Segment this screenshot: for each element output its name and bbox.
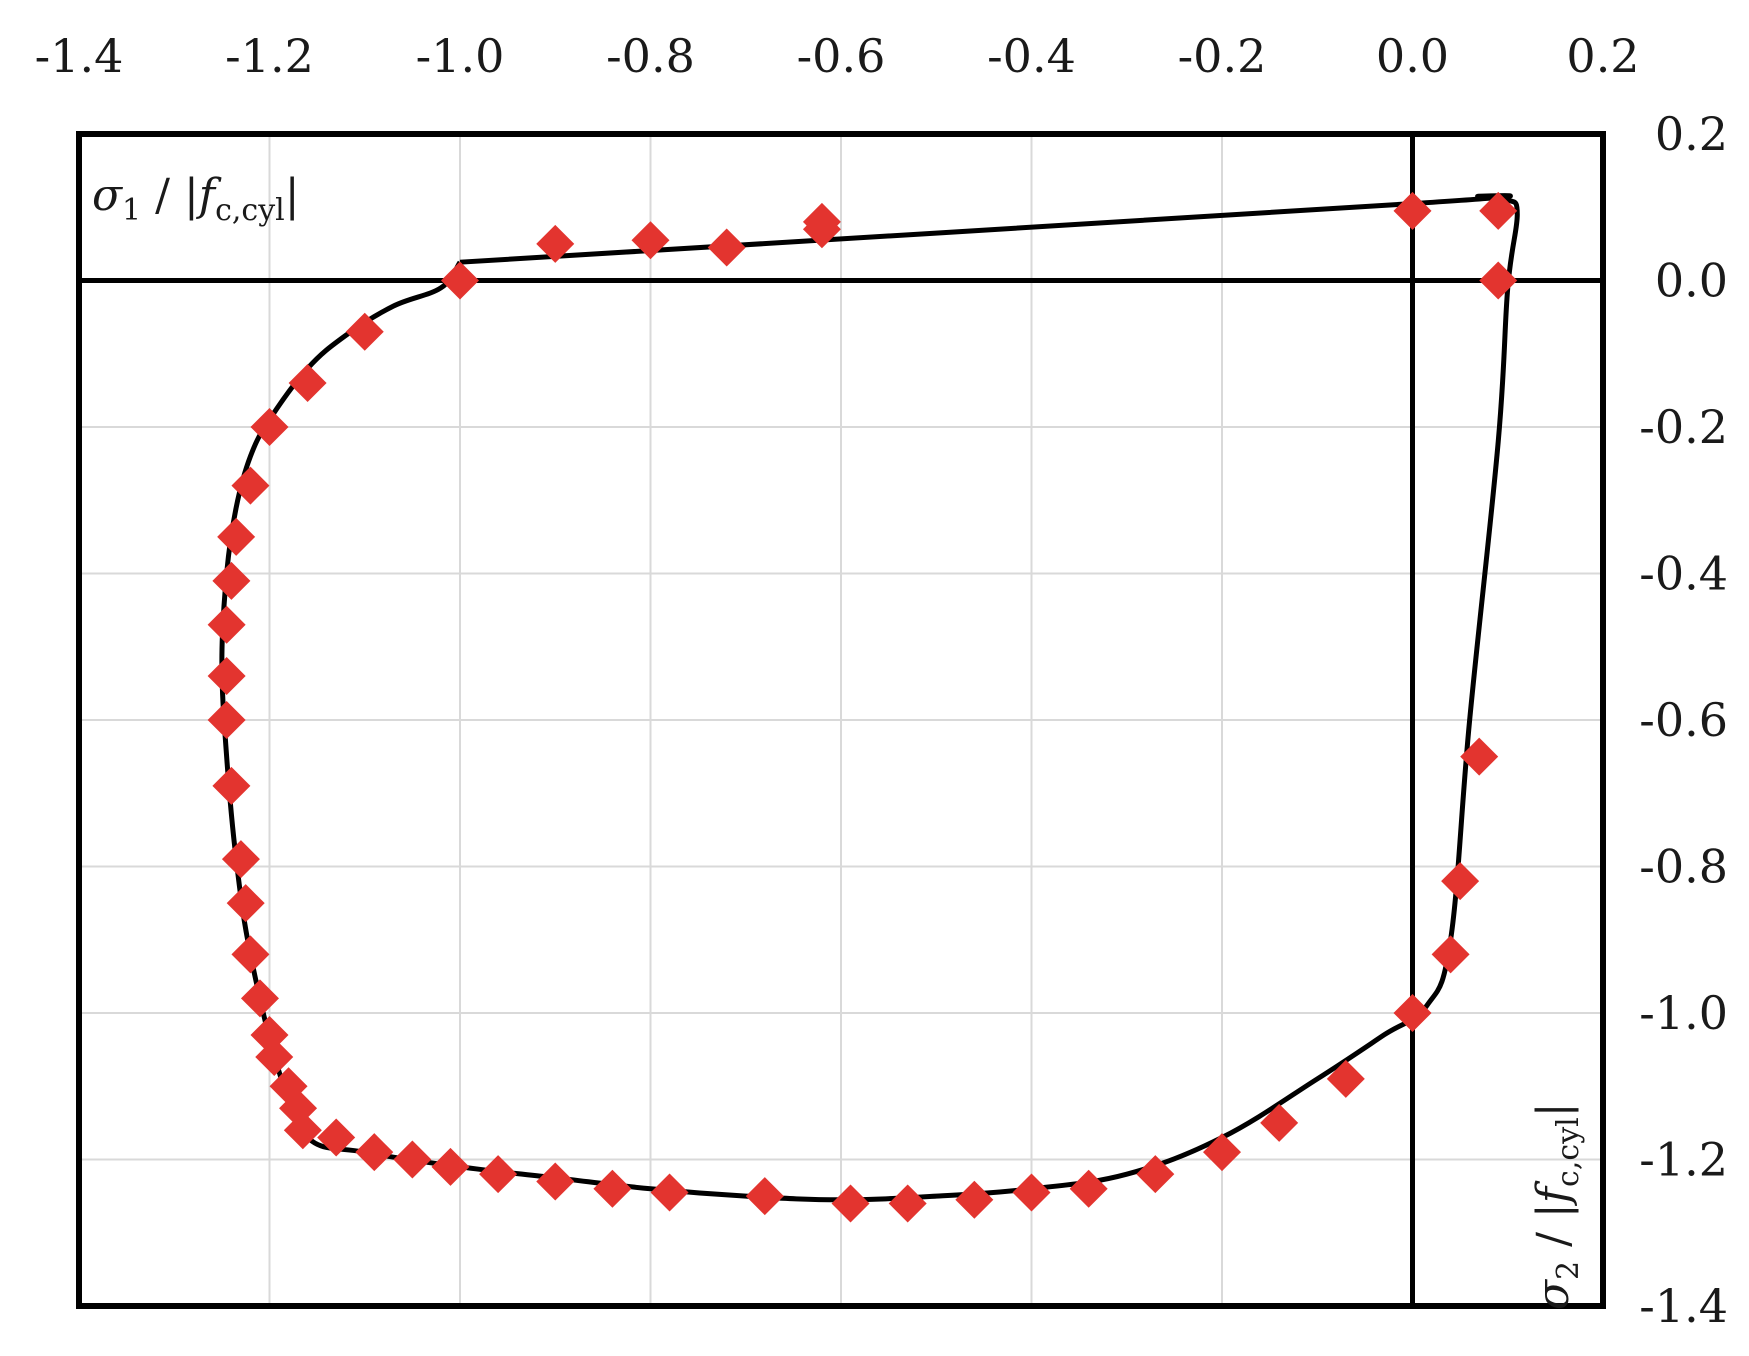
data-point-5: [802, 210, 841, 249]
x-tick-label-0: -1.4: [35, 29, 124, 83]
y-tick-label-3: -0.4: [1639, 547, 1728, 601]
x-tick-label-7: 0.0: [1376, 29, 1449, 83]
data-point-27: [283, 1111, 322, 1150]
x-axis-label-sub1: 1: [122, 193, 141, 228]
data-point-32: [479, 1155, 518, 1194]
y-axis-label: σ2 / |fc,cyl|: [1528, 1102, 1586, 1310]
y-tick-label-2: -0.2: [1639, 400, 1728, 454]
x-tick-label-8: 0.2: [1566, 29, 1639, 83]
data-point-7: [1479, 191, 1518, 230]
data-point-48: [1441, 862, 1480, 901]
data-point-47: [1431, 935, 1470, 974]
data-point-11: [250, 408, 289, 446]
x-tick-label-1: -1.2: [225, 29, 314, 83]
y-tick-labels: 0.2 0.0 -0.2 -0.4 -0.6 -0.8 -1.0 -1.2 -1.4: [1639, 107, 1728, 1333]
y-tick-label-5: -0.8: [1639, 840, 1728, 894]
data-point-20: [226, 884, 265, 923]
data-point-29: [355, 1133, 394, 1172]
x-tick-labels: -1.4 -1.2 -1.0 -0.8 -0.6 -0.4 -0.2 0.0 0.2: [35, 29, 1640, 83]
data-point-6: [1393, 191, 1432, 230]
x-tick-label-6: -0.2: [1178, 29, 1267, 83]
y-axis-label-end: |: [1528, 1102, 1579, 1117]
x-axis-label-end: |: [285, 170, 300, 221]
y-axis-label-sub2: c,cyl: [1551, 1117, 1586, 1187]
data-point-19: [221, 840, 260, 879]
y-axis-label-sigma: σ: [1528, 1278, 1579, 1310]
x-tick-label-4: -0.6: [797, 29, 886, 83]
data-point-13: [217, 517, 256, 556]
x-axis-label-sigma: σ: [92, 170, 124, 221]
plot-frame: [76, 131, 1606, 1309]
data-point-16: [207, 657, 246, 696]
y-axis-label-sub1: 2: [1551, 1261, 1586, 1280]
data-point-12: [231, 466, 270, 505]
x-axis-label-mid: / |: [141, 170, 199, 221]
curve-layer: [219, 193, 1520, 1203]
data-point-9: [345, 312, 384, 351]
data-point-17: [207, 701, 246, 739]
data-point-49: [1460, 737, 1499, 776]
y-tick-label-0: 0.2: [1655, 107, 1728, 161]
data-point-31: [431, 1147, 470, 1186]
data-point-33: [536, 1162, 575, 1201]
data-point-28: [317, 1118, 356, 1157]
data-point-38: [888, 1184, 927, 1223]
y-axis-label-mid: / |: [1528, 1203, 1579, 1261]
x-axis-label-sub2: c,cyl: [215, 193, 285, 228]
marker-layer: [207, 191, 1518, 1223]
data-point-37: [831, 1184, 870, 1223]
data-point-34: [593, 1169, 632, 1208]
x-tick-label-5: -0.4: [987, 29, 1076, 83]
data-point-14: [212, 561, 251, 600]
data-point-2: [631, 221, 670, 260]
data-point-1: [536, 224, 575, 263]
data-point-43: [1203, 1133, 1241, 1172]
x-axis-label: σ1 / |fc,cyl|: [92, 170, 300, 228]
data-point-22: [240, 979, 279, 1018]
data-point-3: [707, 228, 746, 267]
data-point-45: [1326, 1059, 1365, 1098]
y-tick-label-6: -1.0: [1639, 986, 1728, 1040]
data-point-30: [393, 1140, 432, 1179]
failure-envelope-curve: [219, 193, 1520, 1203]
data-point-40: [1012, 1173, 1051, 1212]
plot-frame-layer: [76, 131, 1606, 1309]
y-tick-label-7: -1.2: [1639, 1133, 1728, 1187]
y-tick-label-1: 0.0: [1655, 254, 1728, 308]
data-point-42: [1136, 1155, 1175, 1194]
x-tick-label-2: -1.0: [416, 29, 505, 83]
data-point-39: [955, 1180, 994, 1219]
y-tick-label-4: -0.6: [1639, 693, 1728, 747]
data-point-15: [207, 605, 246, 644]
data-point-36: [745, 1177, 784, 1216]
data-point-24: [255, 1037, 294, 1076]
data-point-35: [650, 1173, 689, 1212]
y-tick-label-8: -1.4: [1639, 1279, 1728, 1333]
data-point-10: [288, 364, 327, 403]
data-point-21: [231, 935, 270, 974]
x-tick-label-3: -0.8: [606, 29, 695, 83]
data-point-18: [212, 766, 251, 805]
data-point-8: [1479, 261, 1518, 300]
data-point-41: [1069, 1169, 1108, 1208]
data-point-46: [1393, 994, 1432, 1032]
data-point-44: [1260, 1103, 1299, 1142]
data-point-0: [441, 261, 479, 300]
